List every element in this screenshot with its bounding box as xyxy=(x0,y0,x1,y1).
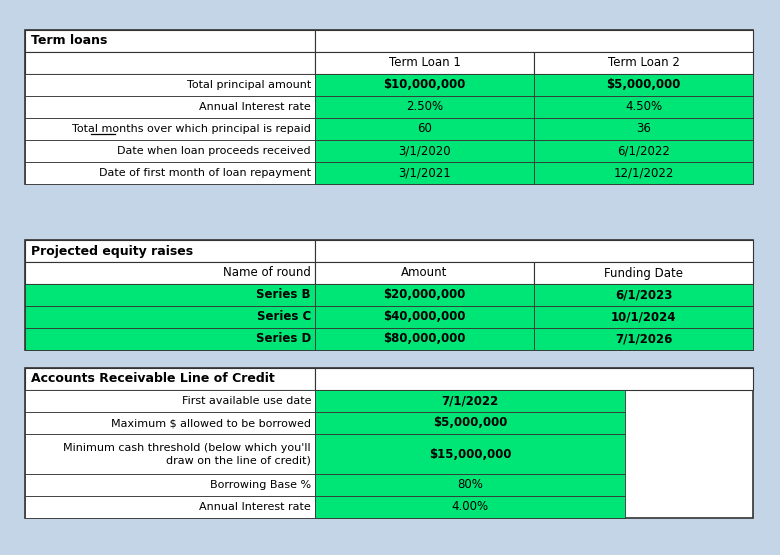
Bar xyxy=(25,30,753,184)
Text: 7/1/2022: 7/1/2022 xyxy=(441,395,498,407)
Text: Maximum $ allowed to be borrowed: Maximum $ allowed to be borrowed xyxy=(111,418,311,428)
Bar xyxy=(25,368,315,390)
Text: Minimum cash threshold (below which you'll
draw on the line of credit): Minimum cash threshold (below which you'… xyxy=(63,443,311,465)
Text: Total principal amount: Total principal amount xyxy=(186,80,311,90)
Text: Annual Interest rate: Annual Interest rate xyxy=(199,102,311,112)
Text: $15,000,000: $15,000,000 xyxy=(429,447,511,461)
Text: Date when loan proceeds received: Date when loan proceeds received xyxy=(117,146,311,156)
Bar xyxy=(25,240,753,350)
Text: 3/1/2021: 3/1/2021 xyxy=(398,166,451,179)
Bar xyxy=(25,368,753,518)
Text: $20,000,000: $20,000,000 xyxy=(383,289,466,301)
Bar xyxy=(315,74,534,96)
Text: 4.50%: 4.50% xyxy=(625,100,662,114)
Bar xyxy=(25,306,315,328)
Bar xyxy=(315,328,534,350)
Text: Series C: Series C xyxy=(257,310,311,324)
Bar xyxy=(534,74,753,96)
Text: $40,000,000: $40,000,000 xyxy=(383,310,466,324)
Bar xyxy=(534,140,753,162)
Bar xyxy=(315,262,534,284)
Text: Series D: Series D xyxy=(256,332,311,346)
Bar xyxy=(25,496,315,518)
Bar xyxy=(315,434,625,474)
Text: Projected equity raises: Projected equity raises xyxy=(31,245,193,258)
Bar xyxy=(534,162,753,184)
Bar xyxy=(25,96,315,118)
Bar xyxy=(534,328,753,350)
Bar xyxy=(534,96,753,118)
Bar xyxy=(315,306,534,328)
Text: Funding Date: Funding Date xyxy=(604,266,683,280)
Bar xyxy=(534,306,753,328)
Text: Term loans: Term loans xyxy=(31,34,108,48)
Bar xyxy=(315,140,534,162)
Bar xyxy=(315,30,753,52)
Text: Name of round: Name of round xyxy=(223,266,311,280)
Bar xyxy=(25,140,315,162)
Bar xyxy=(25,52,315,74)
Text: Borrowing Base %: Borrowing Base % xyxy=(210,480,311,490)
Bar xyxy=(25,390,315,412)
Text: $80,000,000: $80,000,000 xyxy=(383,332,466,346)
Text: 6/1/2022: 6/1/2022 xyxy=(617,144,670,158)
Text: Annual Interest rate: Annual Interest rate xyxy=(199,502,311,512)
Text: 2.50%: 2.50% xyxy=(406,100,443,114)
Bar xyxy=(315,496,625,518)
Text: First available use date: First available use date xyxy=(182,396,311,406)
Bar xyxy=(25,162,315,184)
Bar xyxy=(25,284,315,306)
Bar xyxy=(315,240,753,262)
Text: 36: 36 xyxy=(636,123,651,135)
Text: Amount: Amount xyxy=(402,266,448,280)
Bar xyxy=(534,118,753,140)
Text: $5,000,000: $5,000,000 xyxy=(606,78,681,92)
Bar xyxy=(315,474,625,496)
Bar xyxy=(315,96,534,118)
Text: 7/1/2026: 7/1/2026 xyxy=(615,332,672,346)
Bar xyxy=(534,52,753,74)
Text: Accounts Receivable Line of Credit: Accounts Receivable Line of Credit xyxy=(31,372,275,386)
Bar xyxy=(315,162,534,184)
Bar xyxy=(315,52,534,74)
Text: 80%: 80% xyxy=(457,478,483,492)
Bar xyxy=(25,262,315,284)
Text: 10/1/2024: 10/1/2024 xyxy=(611,310,676,324)
Bar xyxy=(25,328,315,350)
Bar xyxy=(315,390,625,412)
Text: 60: 60 xyxy=(417,123,432,135)
Bar xyxy=(534,262,753,284)
Text: Total months over which principal is repaid: Total months over which principal is rep… xyxy=(72,124,311,134)
Bar xyxy=(25,240,315,262)
Text: $5,000,000: $5,000,000 xyxy=(433,416,507,430)
Bar xyxy=(25,412,315,434)
Bar xyxy=(25,30,315,52)
Bar xyxy=(534,284,753,306)
Bar xyxy=(315,118,534,140)
Text: 12/1/2022: 12/1/2022 xyxy=(613,166,674,179)
Bar xyxy=(25,434,315,474)
Text: 3/1/2020: 3/1/2020 xyxy=(398,144,451,158)
Text: Series B: Series B xyxy=(257,289,311,301)
Text: Date of first month of loan repayment: Date of first month of loan repayment xyxy=(99,168,311,178)
Text: Term Loan 1: Term Loan 1 xyxy=(388,57,460,69)
Text: 6/1/2023: 6/1/2023 xyxy=(615,289,672,301)
Bar xyxy=(315,412,625,434)
Text: 4.00%: 4.00% xyxy=(452,501,488,513)
Text: Term Loan 2: Term Loan 2 xyxy=(608,57,679,69)
Text: $10,000,000: $10,000,000 xyxy=(383,78,466,92)
Bar xyxy=(25,118,315,140)
Bar xyxy=(315,284,534,306)
Bar xyxy=(315,368,753,390)
Bar xyxy=(25,474,315,496)
Bar xyxy=(25,74,315,96)
